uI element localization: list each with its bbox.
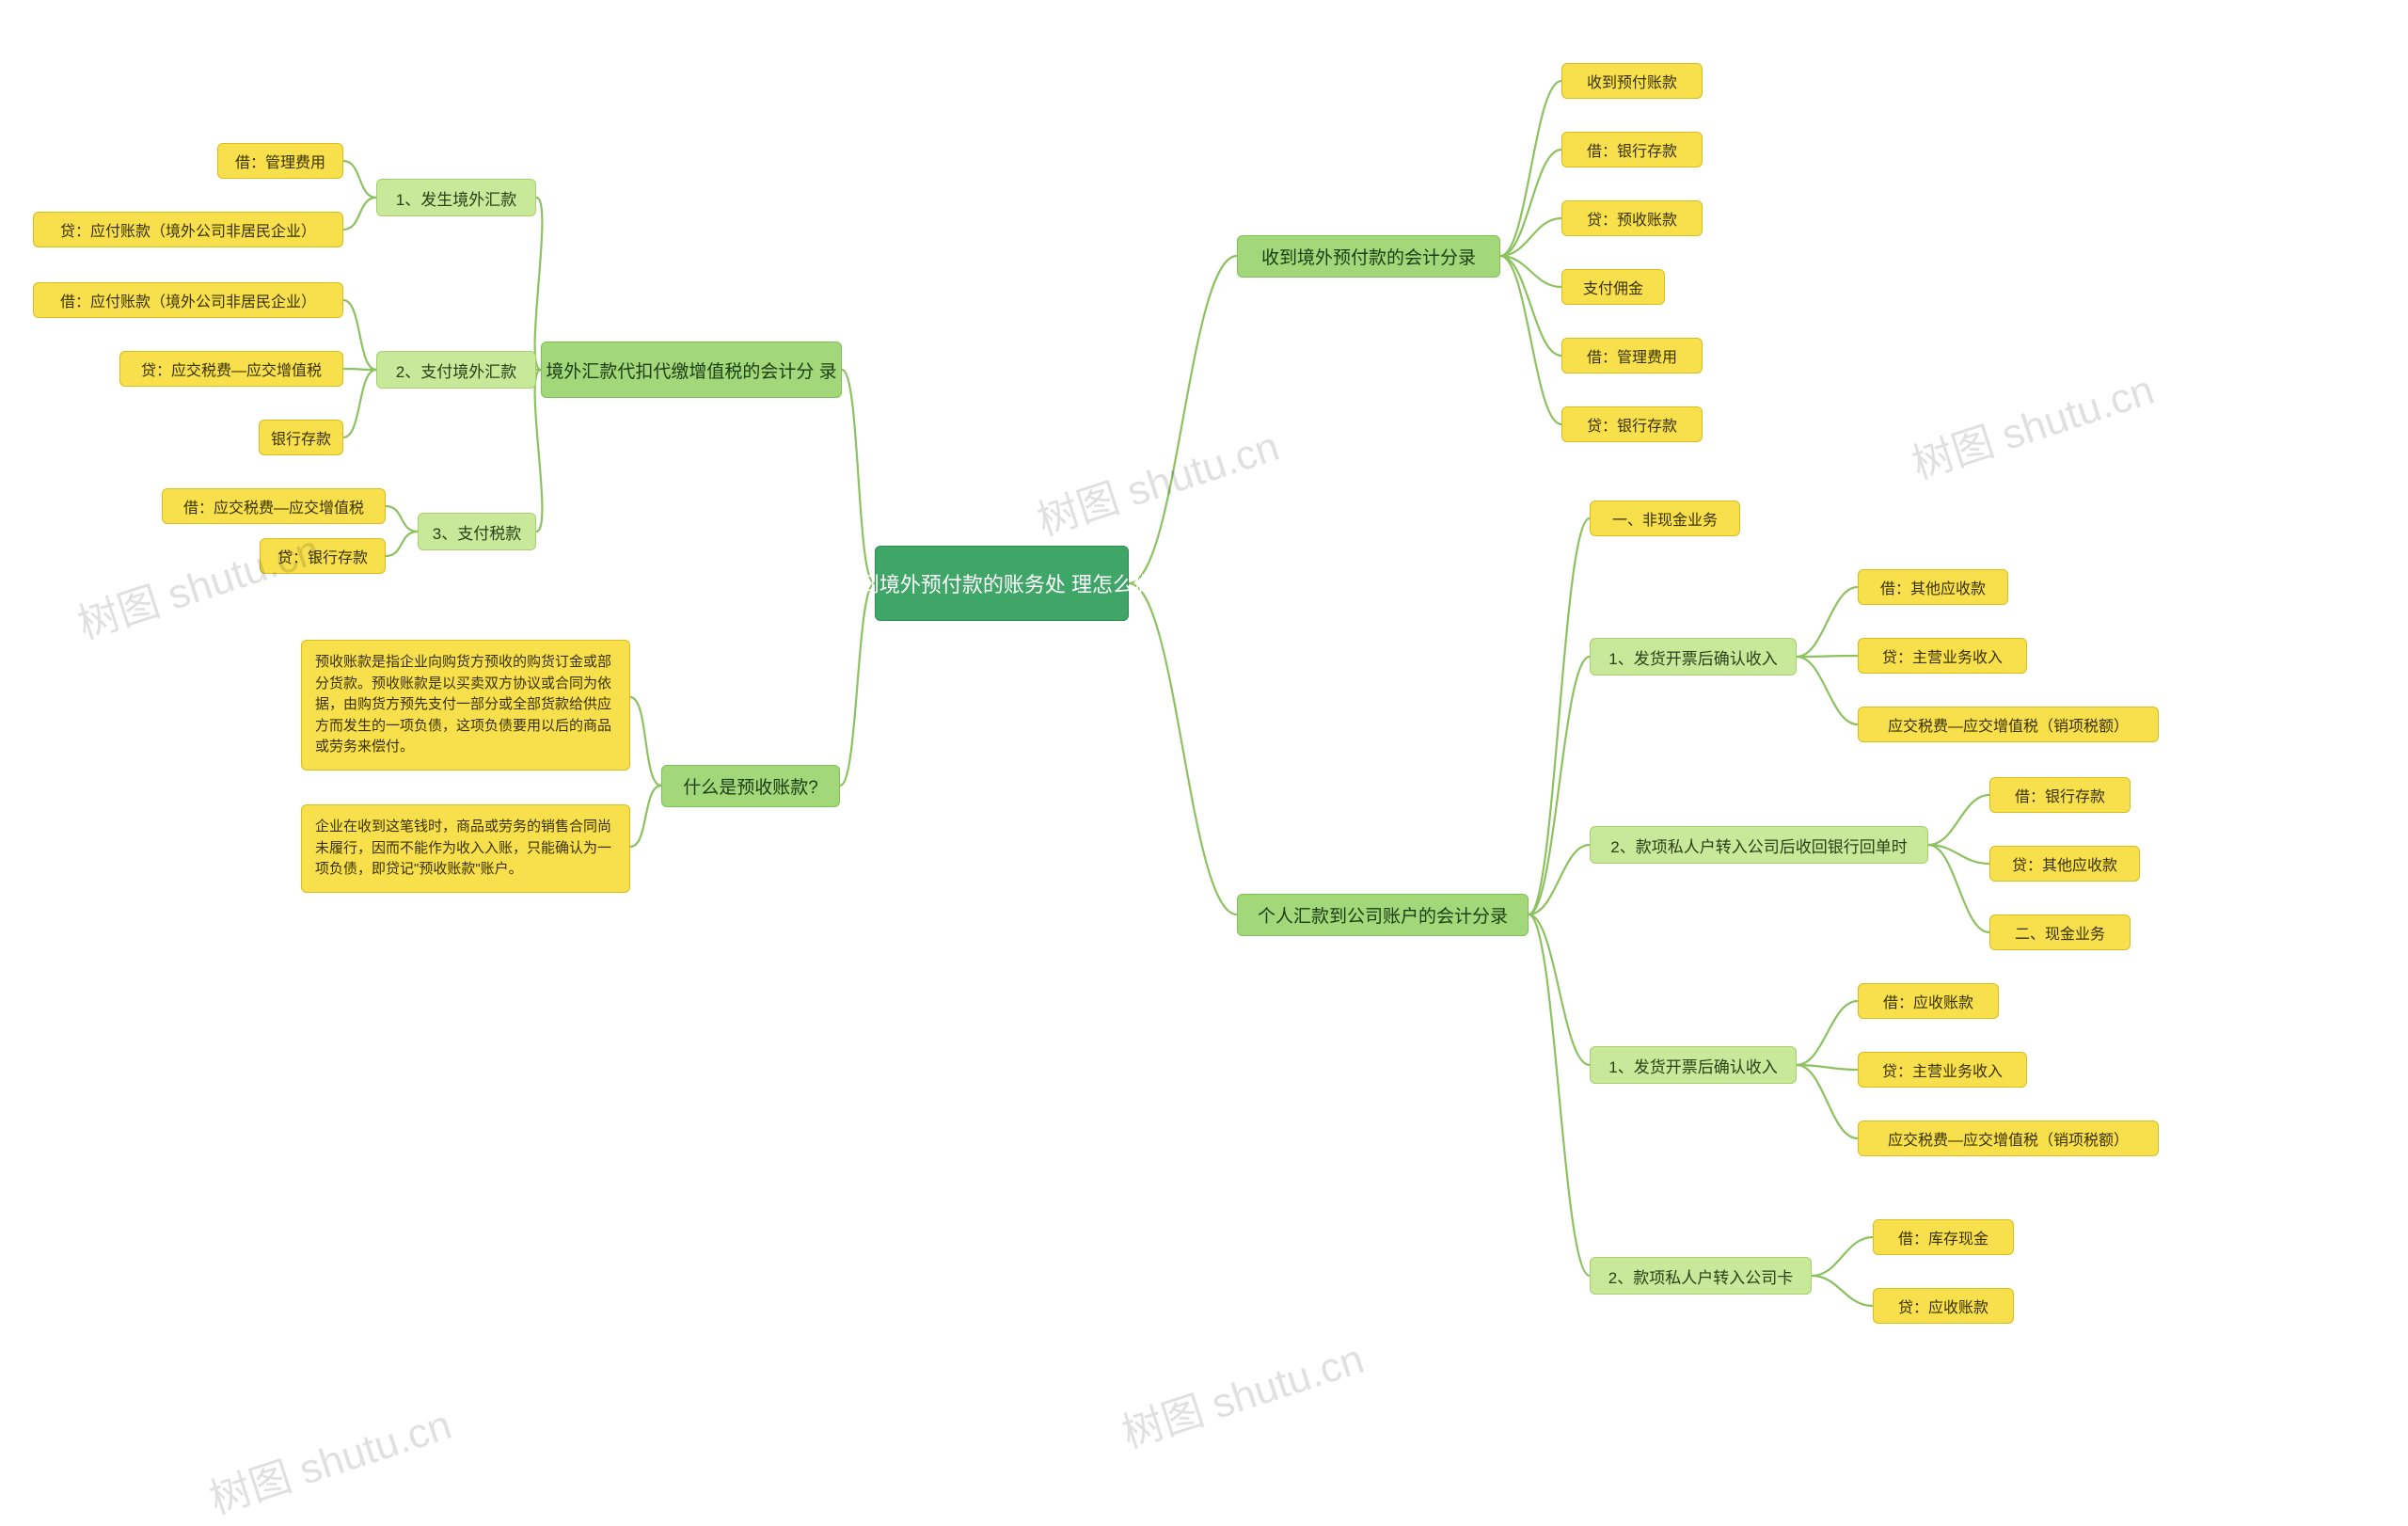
- edge: [386, 506, 418, 532]
- mindmap-node-R2_s1_b[interactable]: 贷：主营业务收入: [1858, 638, 2027, 674]
- edge: [1500, 218, 1561, 256]
- mindmap-node-R2_s1_c[interactable]: 应交税费—应交增值税（销项税额）: [1858, 707, 2159, 742]
- edge: [343, 300, 376, 370]
- mindmap-node-R2_s4_a[interactable]: 借：库存现金: [1873, 1219, 2014, 1255]
- mindmap-node-R_b1[interactable]: 收到境外预付款的会计分录: [1237, 235, 1500, 278]
- edge: [1797, 587, 1858, 657]
- edge: [630, 697, 661, 786]
- edge: [1928, 845, 1989, 864]
- edge: [1928, 795, 1989, 845]
- mindmap-node-R2_s3[interactable]: 1、发货开票后确认收入: [1590, 1046, 1797, 1084]
- mindmap-node-R2_s2_a[interactable]: 借：银行存款: [1989, 777, 2131, 813]
- mindmap-node-L1_s2_c[interactable]: 银行存款: [259, 420, 343, 455]
- edge: [343, 198, 376, 230]
- edge: [1797, 1001, 1858, 1065]
- edge: [1500, 150, 1561, 256]
- edge: [1797, 1065, 1858, 1138]
- edge: [1500, 256, 1561, 424]
- watermark: 树图 shutu.cn: [200, 1391, 457, 1525]
- edge: [1500, 256, 1561, 287]
- mindmap-node-R1_b[interactable]: 借：银行存款: [1561, 132, 1703, 167]
- watermark: 树图 shutu.cn: [1113, 1325, 1370, 1459]
- mindmap-node-L1_s2[interactable]: 2、支付境外汇款: [376, 351, 536, 389]
- edge: [1500, 256, 1561, 356]
- edge: [1529, 914, 1590, 1276]
- mindmap-node-L1_s1_a[interactable]: 借：管理费用: [217, 143, 343, 179]
- watermark: 树图 shutu.cn: [1903, 356, 2160, 490]
- mindmap-node-L1_s2_a[interactable]: 借：应付账款（境外公司非居民企业）: [33, 282, 343, 318]
- mindmap-node-L2_desc2[interactable]: 企业在收到这笔钱时，商品或劳务的销售合同尚未履行，因而不能作为收入入账，只能确认…: [301, 804, 630, 893]
- mindmap-node-R2_s1[interactable]: 1、发货开票后确认收入: [1590, 638, 1797, 676]
- mindmap-node-L1_s2_b[interactable]: 贷：应交税费—应交增值税: [119, 351, 343, 387]
- edge: [343, 161, 376, 198]
- mindmap-node-R2_s2_b[interactable]: 贷：其他应收款: [1989, 846, 2140, 882]
- edge: [1797, 656, 1858, 657]
- watermark: 树图 shutu.cn: [69, 516, 325, 650]
- edge: [840, 583, 875, 786]
- mindmap-node-R1_a[interactable]: 收到预付账款: [1561, 63, 1703, 99]
- mindmap-node-L1_s1_b[interactable]: 贷：应付账款（境外公司非居民企业）: [33, 212, 343, 247]
- edge: [1529, 845, 1590, 914]
- mindmap-node-R2_s2[interactable]: 2、款项私人户转入公司后收回银行回单时: [1590, 826, 1928, 864]
- edge: [1797, 1065, 1858, 1070]
- mindmap-node-L1_s3_a[interactable]: 借：应交税费—应交增值税: [162, 488, 386, 524]
- mindmap-node-R2_s1_a[interactable]: 借：其他应收款: [1858, 569, 2008, 605]
- mindmap-node-L1_s1[interactable]: 1、发生境外汇款: [376, 179, 536, 216]
- mindmap-node-root[interactable]: 收到境外预付款的账务处 理怎么做?: [875, 546, 1129, 621]
- mindmap-node-R2_s4[interactable]: 2、款项私人户转入公司卡: [1590, 1257, 1812, 1295]
- watermark: 树图 shutu.cn: [1028, 412, 1285, 547]
- mindmap-node-R2_s2_c[interactable]: 二、现金业务: [1989, 914, 2131, 950]
- edge: [842, 370, 875, 583]
- mindmap-node-R1_f[interactable]: 贷：银行存款: [1561, 406, 1703, 442]
- edge: [630, 786, 661, 847]
- mindmap-node-R_b2[interactable]: 个人汇款到公司账户的会计分录: [1237, 894, 1529, 936]
- edge: [1797, 657, 1858, 724]
- edge: [386, 532, 418, 556]
- edge: [343, 370, 376, 437]
- edge: [343, 369, 376, 370]
- mindmap-node-R2_s3_b[interactable]: 贷：主营业务收入: [1858, 1052, 2027, 1088]
- edge: [1129, 583, 1237, 914]
- mindmap-node-L1_s3[interactable]: 3、支付税款: [418, 513, 536, 550]
- edge: [1928, 845, 1989, 932]
- edge: [1812, 1237, 1873, 1276]
- edge: [1812, 1276, 1873, 1306]
- mindmap-node-R1_e[interactable]: 借：管理费用: [1561, 338, 1703, 374]
- mindmap-node-R2_s3_c[interactable]: 应交税费—应交增值税（销项税额）: [1858, 1121, 2159, 1156]
- edge: [1129, 256, 1237, 583]
- mindmap-node-R1_c[interactable]: 贷：预收账款: [1561, 200, 1703, 236]
- mindmap-node-L1_s3_b[interactable]: 贷：银行存款: [260, 538, 386, 574]
- edge: [1500, 81, 1561, 256]
- mindmap-node-R2_s4_b[interactable]: 贷：应收账款: [1873, 1288, 2014, 1324]
- mindmap-node-R2_hdr[interactable]: 一、非现金业务: [1590, 501, 1740, 536]
- edge: [1529, 657, 1590, 914]
- mindmap-node-R2_s3_a[interactable]: 借：应收账款: [1858, 983, 1999, 1019]
- mindmap-node-L_b1[interactable]: 境外汇款代扣代缴增值税的会计分 录: [541, 342, 842, 398]
- edge: [1529, 518, 1590, 914]
- mindmap-node-L2_desc1[interactable]: 预收账款是指企业向购货方预收的购货订金或部分货款。预收账款是以买卖双方协议或合同…: [301, 640, 630, 771]
- mindmap-node-L_b2[interactable]: 什么是预收账款?: [661, 765, 840, 807]
- edge: [1529, 914, 1590, 1065]
- mindmap-node-R1_d[interactable]: 支付佣金: [1561, 269, 1665, 305]
